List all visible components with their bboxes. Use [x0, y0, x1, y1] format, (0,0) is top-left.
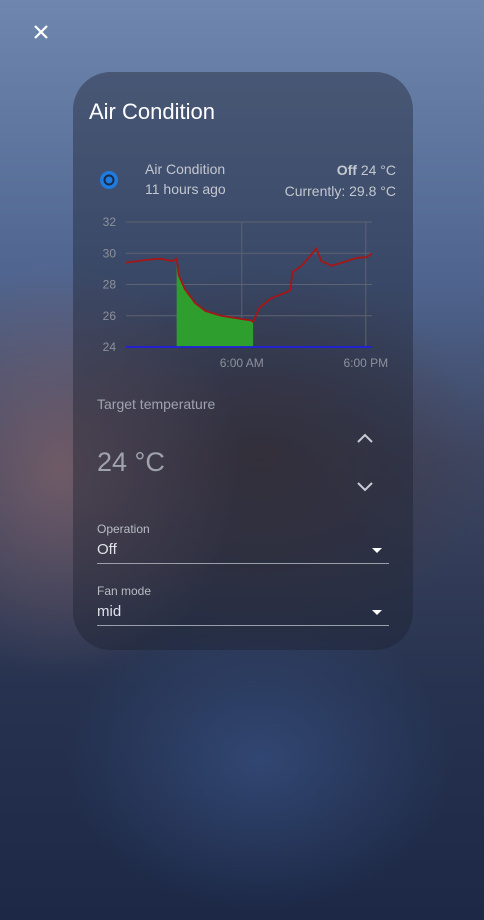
y-tick-label: 28 [103, 278, 117, 292]
dropdown-arrow[interactable] [372, 610, 382, 615]
underline [97, 625, 389, 626]
target-label: Target temperature [97, 396, 216, 412]
state: Off [336, 162, 357, 178]
last-changed: 11 hours ago [145, 181, 226, 197]
target: 24 °C [360, 162, 396, 178]
y-tick-label: 30 [103, 246, 117, 260]
target-value: 24 °C [97, 447, 165, 477]
entity-name: Air Condition [145, 161, 226, 177]
x-tick-label: 6:00 AM [220, 356, 264, 370]
dropdown-arrow[interactable] [372, 548, 382, 553]
dialog [73, 72, 413, 650]
fan-mode-label: Fan mode [97, 584, 152, 598]
x-tick-label: 6:00 PM [343, 356, 388, 370]
current-temperature: Currently: 29.8 °C [284, 183, 396, 199]
fan-mode-select[interactable]: mid [97, 603, 122, 620]
y-tick-label: 24 [103, 340, 117, 354]
close-button[interactable] [34, 25, 48, 39]
state-row: Off 24 °C [337, 162, 396, 178]
area [176, 258, 254, 347]
line [125, 246, 373, 324]
y-tick-label: 32 [103, 215, 117, 229]
underline [97, 563, 389, 564]
operation-label: Operation [97, 522, 150, 536]
y-tick-label: 26 [103, 309, 117, 323]
increase-button[interactable] [357, 433, 373, 443]
decrease-button[interactable] [357, 482, 373, 492]
dialog-title: Air Condition [89, 99, 215, 124]
operation-select[interactable]: Off [97, 541, 117, 558]
climate-icon [100, 171, 118, 189]
